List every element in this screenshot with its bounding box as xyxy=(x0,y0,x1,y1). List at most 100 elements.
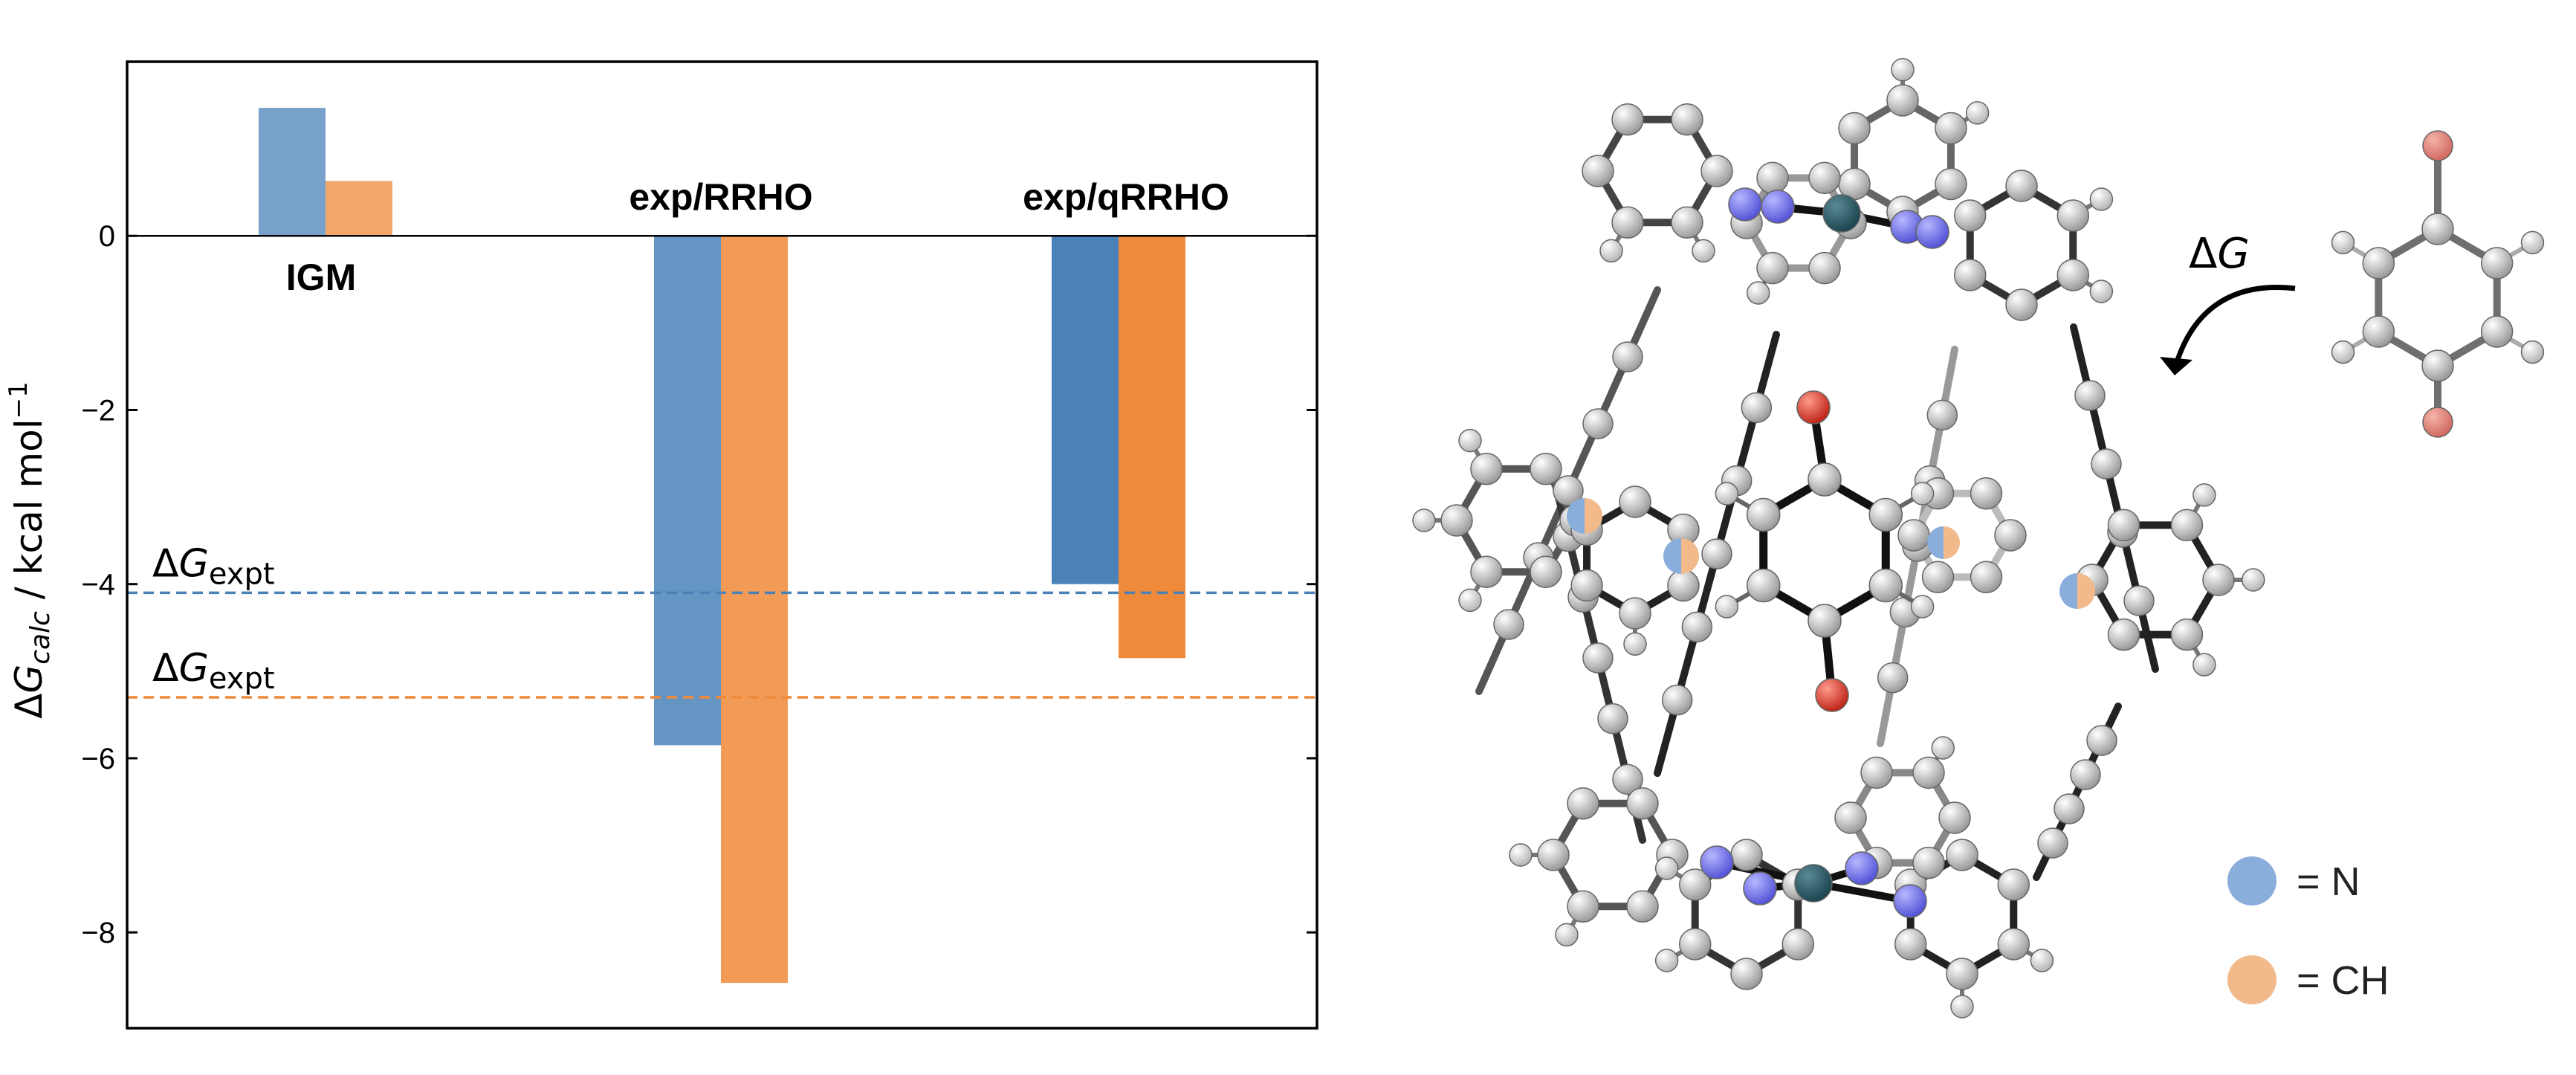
guest-atoms xyxy=(1715,390,1935,712)
reference-label-symbol: Δ xyxy=(152,646,179,691)
carbon-atom xyxy=(2170,618,2204,651)
hydrogen-atom xyxy=(2331,340,2355,364)
carbon-atom xyxy=(1493,609,1524,640)
arrow-head xyxy=(2160,357,2192,375)
carbon-atom xyxy=(1671,206,1703,239)
carbon-atom xyxy=(1970,561,2003,594)
category-label-exp-qrrho: exp/qRRHO xyxy=(1023,176,1229,218)
legend-label-ch: = CH xyxy=(2297,958,2389,1003)
hydrogen-atom xyxy=(1412,509,1436,532)
arrow-label-symbol: Δ xyxy=(2189,230,2217,278)
carbon-atom xyxy=(1582,642,1614,674)
nitrogen-atom xyxy=(1893,884,1927,918)
carbon-atom xyxy=(1781,928,1815,961)
category-label-exp-rrho: exp/RRHO xyxy=(629,176,812,218)
carbon-atom xyxy=(2480,247,2514,280)
carbon-atom xyxy=(1678,868,1712,901)
n-ch-atom-n-half xyxy=(1663,538,1681,574)
y-tick-label: −4 xyxy=(81,569,115,601)
n-ch-atom-ch-half xyxy=(1681,538,1699,574)
carbon-atom xyxy=(1946,839,1978,871)
carbon-atom xyxy=(1470,555,1503,589)
atom-legend: = N = CH xyxy=(2227,856,2389,1004)
hydrogen-atom xyxy=(1891,58,1915,82)
hydrogen-atom xyxy=(1654,856,1679,880)
n-ch-atom-n-half xyxy=(1927,526,1944,559)
carbon-atom xyxy=(1838,112,1871,145)
carbon-atom xyxy=(1626,890,1659,923)
carbon-atom xyxy=(1746,497,1781,532)
carbon-atom xyxy=(2362,315,2395,348)
carbon-atom xyxy=(1868,568,1903,603)
bar-exp-qrrho-series-1 xyxy=(1052,236,1119,584)
hydrogen-atom xyxy=(1965,101,1990,125)
carbon-atom xyxy=(1530,555,1562,589)
carbon-atom xyxy=(1619,485,1651,518)
legend-label-n: = N xyxy=(2297,859,2360,904)
carbon-atom xyxy=(1834,801,1867,834)
bar-igm-series-2 xyxy=(326,181,392,236)
reference-label-sub: expt xyxy=(209,662,275,696)
carbon-atom xyxy=(1553,475,1584,506)
carbon-atom xyxy=(2421,213,2454,245)
carbon-atom xyxy=(2123,585,2155,616)
carbon-atom xyxy=(1730,958,1763,990)
carbon-atom xyxy=(2056,199,2090,232)
carbon-atom xyxy=(1612,341,1643,372)
carbon-atom xyxy=(1808,251,1841,285)
carbon-atom xyxy=(1567,787,1599,820)
carbon-atom xyxy=(1440,504,1473,537)
carbon-atom xyxy=(2091,448,2122,480)
carbon-atom xyxy=(2005,170,2038,202)
carbon-atom xyxy=(1935,167,1967,201)
carbon-atom xyxy=(1953,259,1987,291)
carbon-atom xyxy=(1808,161,1841,195)
carbon-atom xyxy=(2086,725,2117,756)
nitrogen-atom xyxy=(1743,871,1777,905)
y-axis-label-units: / kcal mol xyxy=(7,419,51,611)
cage-atoms xyxy=(1412,58,2265,1018)
oxygen-atom xyxy=(2422,407,2453,438)
carbon-atom xyxy=(1946,958,1978,990)
carbon-atom xyxy=(1912,756,1945,790)
carbon-atom xyxy=(2362,247,2395,280)
y-axis-label: ΔGcalc / kcal mol−1 xyxy=(4,381,56,718)
carbon-atom xyxy=(1570,569,1603,602)
carbon-atom xyxy=(2421,349,2454,382)
carbon-atom xyxy=(2202,564,2235,596)
nitrogen-atom xyxy=(1845,851,1879,885)
y-axis-label-sup: −1 xyxy=(4,381,33,419)
n-ch-atom-n-half xyxy=(2059,573,2077,609)
reference-label-var: G xyxy=(179,646,209,691)
carbon-atom xyxy=(1997,928,2030,961)
binding-arrow: ΔG xyxy=(2160,230,2296,375)
hydrogen-atom xyxy=(1747,281,1770,305)
carbon-atom xyxy=(1877,662,1909,694)
carbon-atom xyxy=(2170,509,2204,542)
y-ticks-layer: −8 −6 −4 −2 0 xyxy=(81,220,1317,949)
hydrogen-atom xyxy=(1555,923,1579,947)
carbon-atom xyxy=(1868,497,1903,532)
arrow-label: ΔG xyxy=(2189,230,2250,278)
arrow-label-var: G xyxy=(2217,230,2249,278)
carbon-atom xyxy=(1730,839,1763,871)
n-ch-atom-ch-half xyxy=(1585,498,1602,534)
carbon-atom xyxy=(1953,199,1987,232)
carbon-atom xyxy=(1678,928,1712,961)
bar-igm-series-1 xyxy=(259,108,326,236)
carbon-atom xyxy=(2107,509,2140,542)
reference-label-symbol: Δ xyxy=(152,541,179,586)
hydrogen-atom xyxy=(1654,949,1679,972)
carbon-atom xyxy=(2054,793,2085,824)
encapsulated-guest xyxy=(1715,390,1935,712)
carbon-atom xyxy=(1756,161,1789,195)
oxygen-atom xyxy=(1796,390,1831,424)
bar-exp-rrho-series-1 xyxy=(654,236,721,746)
carbon-atom xyxy=(1741,392,1773,424)
bar-exp-rrho-series-2 xyxy=(721,236,788,984)
y-axis-label-prefix: Δ xyxy=(7,694,51,719)
carbon-atom xyxy=(1530,452,1562,485)
reference-label-2: ΔGexpt xyxy=(152,646,275,696)
